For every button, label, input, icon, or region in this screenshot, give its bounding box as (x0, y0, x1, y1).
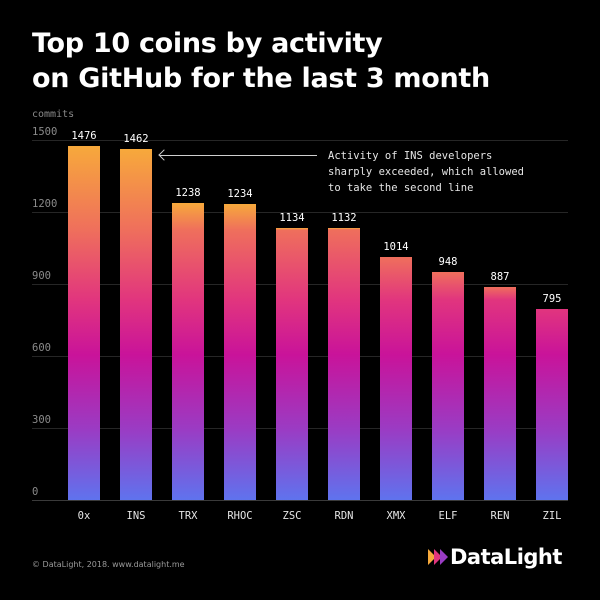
bar-elf (432, 272, 464, 500)
x-category-label: XMX (386, 510, 406, 522)
annotation-arrow-line (160, 155, 317, 156)
y-tick-label: 600 (32, 342, 51, 354)
logo-text: DataLight (450, 545, 562, 569)
bar-ren (484, 287, 516, 500)
x-category-label: ELF (438, 510, 458, 522)
copyright-footer: © DataLight, 2018. www.datalight.me (32, 560, 185, 569)
logo-chevrons-icon (428, 549, 448, 565)
x-category-label: REN (490, 510, 510, 522)
bar-rhoc (224, 203, 256, 500)
x-category-label: RHOC (227, 510, 253, 522)
bar-value-label: 1462 (123, 133, 149, 146)
gridline (32, 140, 568, 141)
y-tick-label: 1500 (32, 126, 58, 138)
y-axis-label: commits (32, 109, 75, 120)
bar-rdn (328, 228, 360, 500)
arrow-left-icon (158, 149, 170, 161)
bar-trx (172, 202, 204, 500)
x-category-label: RDN (334, 510, 354, 522)
title-line-1: Top 10 coins by activity (32, 28, 383, 59)
bar-value-label: 1134 (279, 211, 305, 224)
x-category-label: 0x (77, 510, 91, 522)
bar-zil (536, 309, 568, 500)
bar-value-label: 1234 (227, 187, 253, 200)
x-category-label: INS (126, 510, 146, 522)
bar-0x (68, 145, 100, 500)
bar-value-label: 1132 (331, 212, 357, 225)
bar-value-label: 1014 (383, 240, 409, 253)
x-category-label: ZIL (542, 510, 562, 522)
bar-value-label: 795 (542, 293, 562, 306)
y-tick-label: 300 (32, 414, 51, 426)
bar-zsc (276, 227, 308, 500)
gridline (32, 500, 568, 501)
datalight-logo: DataLight (428, 545, 562, 569)
bar-value-label: 948 (438, 256, 458, 269)
y-tick-label: 0 (32, 486, 39, 498)
chart-title: Top 10 coins by activity on GitHub for t… (32, 26, 490, 96)
bar-ins (120, 149, 152, 500)
annotation-text: Activity of INS developers sharply excee… (328, 150, 524, 194)
x-category-label: ZSC (282, 510, 302, 522)
y-tick-label: 900 (32, 270, 51, 282)
y-tick-label: 1200 (32, 198, 58, 210)
title-line-2: on GitHub for the last 3 month (32, 63, 490, 94)
bar-value-label: 1476 (71, 129, 97, 142)
bar-value-label: 1238 (175, 186, 201, 199)
gridline (32, 212, 568, 213)
bar-value-label: 887 (490, 271, 510, 284)
bar-xmx (380, 256, 412, 500)
x-category-label: TRX (178, 510, 198, 522)
